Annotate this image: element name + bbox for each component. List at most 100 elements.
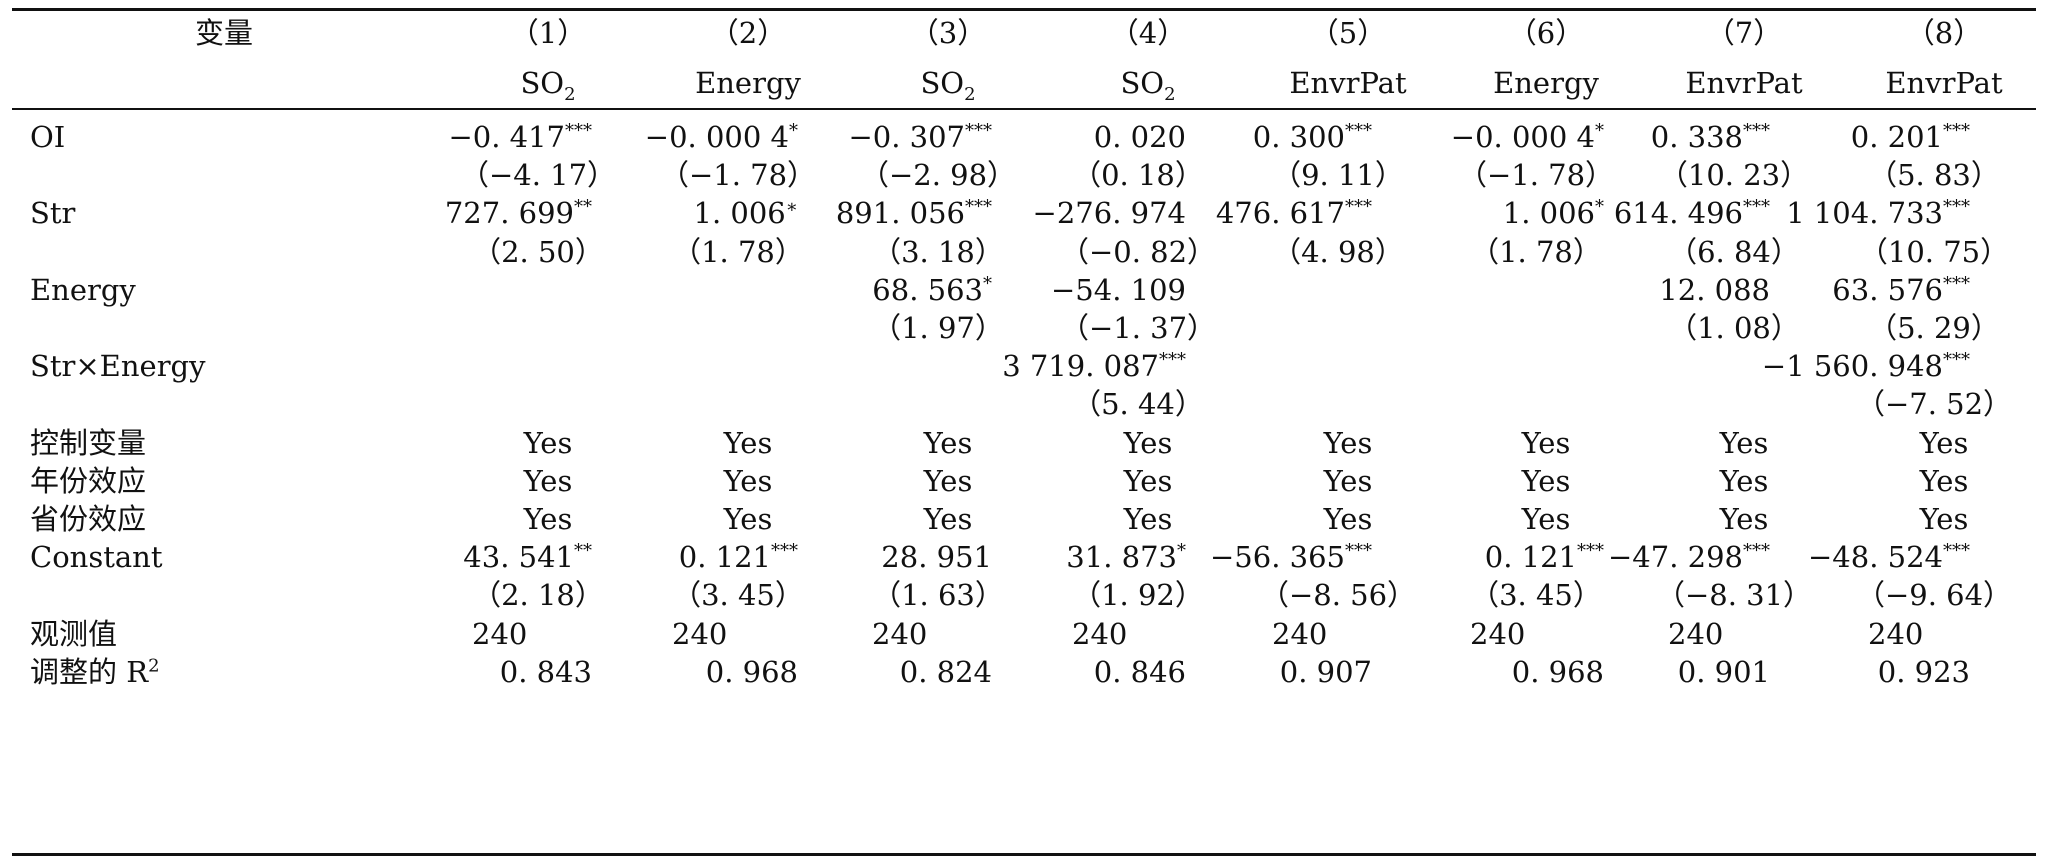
table-cell: 240 (872, 616, 928, 651)
table-cell: 0. 201*** (1850, 120, 1970, 154)
row-label: Str×Energy (30, 349, 206, 384)
row-label: 调整的 R2 (30, 654, 160, 689)
table-cell: 1 104. 733*** (1786, 196, 1970, 231)
table-cell: 28. 951 (881, 540, 992, 575)
table-cell: Yes (523, 463, 573, 498)
table-cell: 0. 968 (705, 654, 798, 689)
table-cell: 43. 541** (463, 540, 592, 575)
table-cell: （−1. 37） (1059, 311, 1217, 345)
row-label: 观测值 (30, 616, 118, 651)
table-cell: 891. 056*** (835, 196, 992, 231)
significance-stars: *** (1943, 120, 1970, 142)
table-cell: −48. 524*** (1808, 540, 1970, 575)
column-number: （1） (509, 16, 587, 50)
table-cell: Yes (923, 502, 973, 536)
significance-stars: *** (1743, 120, 1770, 142)
significance-stars: *** (1159, 349, 1186, 371)
table-cell: −54. 109 (1051, 272, 1186, 307)
table-cell: 0. 020 (1093, 120, 1186, 154)
table-cell: Yes (1521, 502, 1571, 536)
table-cell: 0. 338*** (1650, 120, 1770, 154)
column-number: （6） (1507, 16, 1585, 50)
significance-stars: ∗ (785, 196, 798, 218)
table-cell: （10. 75） (1858, 234, 2010, 269)
table-cell: （1. 97） (872, 311, 1004, 345)
table-cell: Yes (1919, 502, 1969, 536)
table-cell: Yes (523, 502, 573, 536)
column-dependent-variable: SO2 (520, 66, 576, 105)
column-number: （8） (1905, 16, 1983, 50)
row-label: 控制变量 (30, 425, 147, 460)
table-cell: 0. 300*** (1252, 120, 1372, 154)
table-cell: Yes (1919, 425, 1969, 460)
column-dependent-variable: SO2 (1120, 66, 1176, 105)
table-cell: Yes (723, 425, 773, 460)
table-cell: （5. 29） (1868, 311, 2000, 345)
table-cell: 476. 617*** (1215, 196, 1372, 231)
table-cell: Yes (923, 425, 973, 460)
table-cell: 0. 121*** (1484, 540, 1604, 575)
bottom-rule (12, 853, 2036, 856)
table-cell: Yes (1123, 463, 1173, 498)
table-cell: Yes (1719, 502, 1769, 536)
table-cell: 0. 824 (899, 654, 992, 689)
table-cell: （3. 18） (872, 234, 1004, 269)
significance-stars: *** (1345, 196, 1372, 218)
table-cell: （1. 08） (1668, 311, 1800, 345)
table-cell: （4. 98） (1272, 234, 1404, 269)
table-cell: 240 (1470, 616, 1526, 651)
significance-stars: ** (574, 540, 592, 562)
table-cell: −276. 974 (1032, 196, 1186, 231)
row-label: 年份效应 (30, 463, 147, 498)
table-cell: （1. 78） (672, 234, 804, 269)
table-cell: −0. 307*** (848, 120, 992, 154)
table-cell: 1. 006* (1502, 196, 1604, 231)
table-cell: （−2. 98） (859, 158, 1017, 193)
table-cell: （−0. 82） (1059, 234, 1217, 269)
column-dependent-variable: SO2 (920, 66, 976, 105)
table-cell: 3 719. 087*** (1002, 349, 1186, 384)
table-cell: （−1. 78） (1457, 158, 1615, 193)
table-cell: −0. 000 4* (1450, 120, 1604, 154)
table-cell: （2. 18） (472, 578, 604, 613)
top-rule (12, 8, 2036, 11)
table-cell: （10. 23） (1658, 158, 1810, 193)
table-cell: Yes (1123, 425, 1173, 460)
table-cell: Yes (1323, 425, 1373, 460)
significance-stars: *** (1345, 120, 1372, 142)
table-cell: （2. 50） (472, 234, 604, 269)
table-cell: （1. 63） (872, 578, 1004, 613)
column-number: （2） (709, 16, 787, 50)
table-cell: Yes (1521, 463, 1571, 498)
significance-stars: *** (1743, 196, 1770, 218)
table-cell: −56. 365*** (1210, 540, 1372, 575)
table-cell: （1. 92） (1072, 578, 1204, 613)
significance-stars: * (1595, 196, 1604, 218)
table-cell: （−8. 31） (1655, 578, 1813, 613)
table-cell: 12. 088 (1659, 272, 1770, 307)
significance-stars: *** (965, 120, 992, 142)
significance-stars: *** (1943, 196, 1970, 218)
column-dependent-variable: EnvrPat (1289, 66, 1407, 100)
column-dependent-variable: EnvrPat (1685, 66, 1803, 100)
significance-stars: *** (1943, 349, 1970, 371)
column-dependent-variable: Energy (695, 66, 801, 100)
significance-stars: * (789, 120, 798, 142)
significance-stars: *** (565, 120, 592, 142)
table-cell: （5. 44） (1072, 387, 1204, 422)
significance-stars: *** (965, 196, 992, 218)
row-label: Constant (30, 540, 163, 575)
table-cell: −47. 298*** (1608, 540, 1770, 575)
significance-stars: * (983, 273, 992, 295)
table-cell: −1 560. 948*** (1761, 349, 1970, 384)
table-cell: Yes (723, 502, 773, 536)
table-cell: （9. 11） (1272, 158, 1404, 193)
row-label: OI (30, 120, 66, 154)
table-cell: （5. 83） (1868, 158, 2000, 193)
table-cell: Yes (1123, 502, 1173, 536)
column-dependent-variable: EnvrPat (1885, 66, 2003, 100)
header-rule (12, 108, 2036, 110)
variable-header: 变量 (195, 16, 254, 50)
row-label: 省份效应 (30, 502, 147, 536)
table-cell: 0. 907 (1279, 654, 1372, 689)
